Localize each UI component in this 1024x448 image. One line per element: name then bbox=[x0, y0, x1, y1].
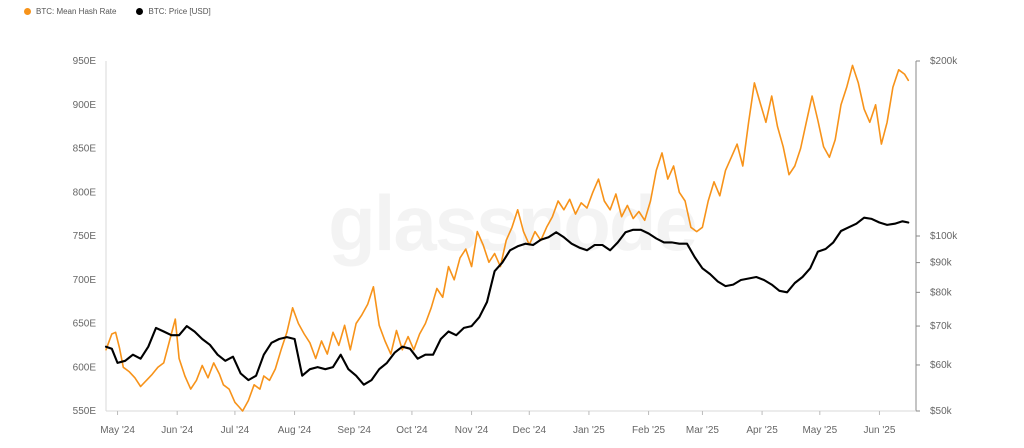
hash-rate-series-line bbox=[105, 64, 910, 412]
x-tick-label: Oct '24 bbox=[396, 425, 428, 436]
y-right-tick-label: $200k bbox=[930, 56, 958, 67]
legend-item-hash-rate[interactable]: BTC: Mean Hash Rate bbox=[24, 7, 116, 16]
y-left-tick-label: 950E bbox=[73, 56, 97, 67]
y-right-tick-label: $90k bbox=[930, 258, 953, 269]
y-left-tick-label: 850E bbox=[73, 144, 97, 155]
y-left-tick-label: 650E bbox=[73, 319, 97, 330]
price-dot-icon bbox=[136, 8, 144, 15]
x-tick-label: Jun '24 bbox=[161, 425, 193, 436]
y-left-tick-label: 700E bbox=[73, 275, 97, 286]
x-tick-label: Jun '25 bbox=[863, 425, 895, 436]
y-left-tick-label: 900E bbox=[73, 100, 97, 111]
legend-label-hash-rate: BTC: Mean Hash Rate bbox=[36, 7, 117, 16]
chart-legend: BTC: Mean Hash Rate BTC: Price [USD] bbox=[24, 7, 211, 16]
hash-rate-dot-icon bbox=[24, 8, 31, 15]
y-left-tick-label: 600E bbox=[73, 362, 97, 373]
x-tick-label: Nov '24 bbox=[455, 425, 489, 436]
x-tick-label: Jul '24 bbox=[221, 425, 250, 436]
price-series-line bbox=[104, 216, 910, 386]
y-right-tick-label: $70k bbox=[930, 321, 953, 332]
y-right-tick-label: $100k bbox=[930, 231, 958, 242]
legend-label-price: BTC: Price [USD] bbox=[148, 7, 211, 16]
x-tick-label: May '24 bbox=[100, 425, 135, 436]
y-right-tick-label: $50k bbox=[930, 406, 953, 417]
legend-item-price[interactable]: BTC: Price [USD] bbox=[136, 7, 211, 16]
y-right-tick-label: $60k bbox=[930, 360, 953, 371]
x-tick-label: Sep '24 bbox=[337, 425, 371, 436]
y-left-tick-label: 750E bbox=[73, 231, 97, 242]
x-tick-label: Apr '25 bbox=[746, 425, 778, 436]
x-tick-label: Mar '25 bbox=[686, 425, 719, 436]
y-right-tick-label: $80k bbox=[930, 287, 953, 298]
x-tick-label: Feb '25 bbox=[632, 425, 665, 436]
x-tick-label: Aug '24 bbox=[278, 425, 312, 436]
x-tick-label: Dec '24 bbox=[512, 425, 546, 436]
y-left-tick-label: 800E bbox=[73, 187, 97, 198]
x-tick-label: Jan '25 bbox=[573, 425, 605, 436]
y-left-tick-label: 550E bbox=[73, 406, 97, 417]
x-tick-label: May '25 bbox=[802, 425, 837, 436]
